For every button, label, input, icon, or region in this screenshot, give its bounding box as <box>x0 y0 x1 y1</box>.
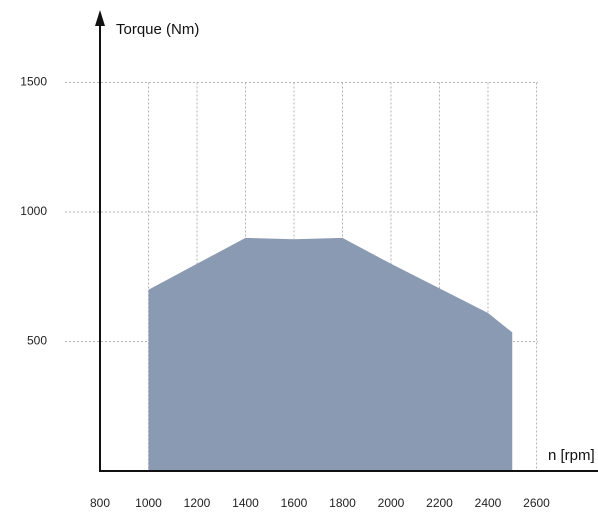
x-tick-label-1400: 1400 <box>232 496 259 510</box>
y-tick-labels: 500 1000 1500 <box>20 75 47 348</box>
x-axis-title: n [rpm] <box>548 447 595 464</box>
y-axis-arrow-icon <box>95 10 105 26</box>
x-tick-label-800: 800 <box>90 496 110 510</box>
y-tick-label-1000: 1000 <box>20 204 47 218</box>
y-tick-label-1500: 1500 <box>20 75 47 89</box>
x-tick-label-2200: 2200 <box>426 496 453 510</box>
x-tick-label-2600: 2600 <box>523 496 550 510</box>
x-tick-label-2400: 2400 <box>475 496 502 510</box>
y-axis-title: Torque (Nm) <box>116 21 199 38</box>
x-tick-label-1200: 1200 <box>184 496 211 510</box>
x-tick-label-1000: 1000 <box>135 496 162 510</box>
x-tick-label-2000: 2000 <box>378 496 405 510</box>
x-tick-label-1800: 1800 <box>329 496 356 510</box>
torque-area <box>148 237 513 471</box>
x-tick-label-1600: 1600 <box>281 496 308 510</box>
x-tick-labels: 800 1000 1200 1400 1600 1800 2000 2200 2400 2600 <box>90 496 550 510</box>
y-tick-label-500: 500 <box>27 334 47 348</box>
